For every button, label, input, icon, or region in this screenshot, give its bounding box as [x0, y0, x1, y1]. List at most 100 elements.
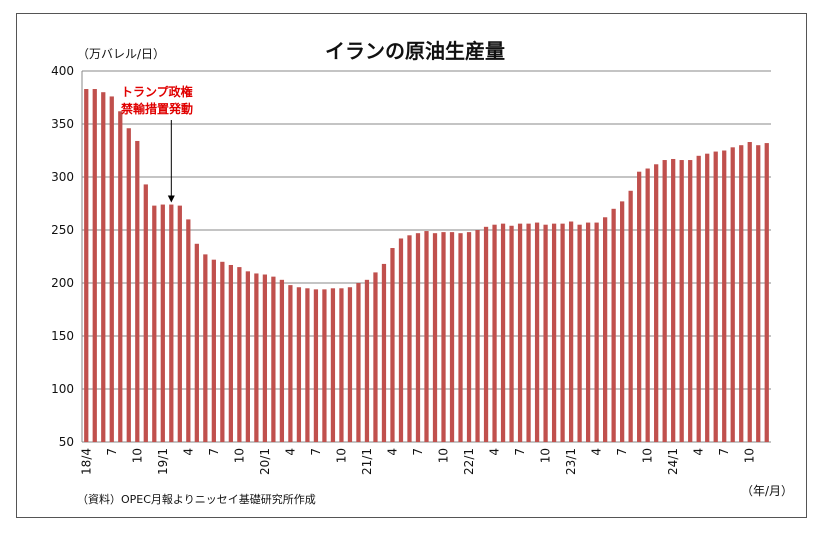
x-tick-label: 7	[411, 448, 425, 456]
bar	[279, 279, 285, 442]
x-tick-label: 4	[488, 448, 502, 456]
x-tick-label: 24/1	[666, 448, 680, 475]
bar	[109, 96, 114, 442]
x-tick-label: 10	[334, 448, 348, 463]
bar	[645, 168, 650, 442]
bar	[475, 230, 480, 442]
bar	[160, 204, 165, 442]
bar	[449, 232, 455, 442]
bar	[373, 272, 378, 442]
chart-title: イランの原油生産量	[325, 39, 505, 63]
bar	[288, 285, 293, 442]
bar	[568, 221, 574, 442]
bar	[543, 224, 548, 442]
x-tick-label: 23/1	[564, 448, 578, 475]
bar	[339, 288, 344, 442]
bar	[679, 160, 684, 443]
bar	[696, 155, 701, 443]
bar	[407, 235, 412, 442]
x-tick-label: 7	[309, 448, 323, 456]
bar	[390, 248, 395, 442]
bar	[585, 222, 591, 442]
bar	[186, 219, 191, 442]
bar	[126, 128, 131, 442]
y-tick-label: 300	[51, 170, 74, 184]
x-tick-label: 4	[181, 448, 195, 456]
x-tick-label: 4	[385, 448, 399, 456]
x-tick-label: 22/1	[462, 448, 476, 475]
x-tick-label: 7	[615, 448, 629, 456]
y-tick-label: 50	[59, 435, 74, 449]
bar	[611, 208, 616, 442]
bar	[730, 147, 735, 442]
y-tick-label: 100	[51, 382, 74, 396]
x-tick-label: 10	[130, 448, 144, 463]
bar	[305, 288, 310, 442]
bar	[739, 145, 744, 442]
bar	[322, 289, 327, 442]
bar	[211, 259, 216, 442]
bar	[560, 223, 565, 442]
y-tick-label: 150	[51, 329, 74, 343]
bar	[347, 287, 353, 442]
bar	[169, 204, 174, 442]
bar	[594, 222, 599, 442]
bar	[84, 89, 89, 443]
bar	[534, 222, 540, 442]
bar	[492, 224, 497, 442]
bar	[415, 233, 421, 442]
x-tick-label: 10	[641, 448, 655, 463]
bar	[101, 92, 106, 442]
bar	[228, 264, 233, 442]
x-tick-label: 10	[437, 448, 451, 463]
bar-series	[84, 89, 769, 443]
x-tick-label: 4	[590, 448, 604, 456]
bar	[662, 160, 667, 443]
bar	[441, 232, 446, 442]
x-tick-label: 4	[692, 448, 706, 456]
bar	[203, 254, 208, 442]
bar	[152, 205, 157, 442]
chart-canvas: イランの原油生産量 （万バレル/日） 50 100 150 200 250 300 350 4…	[51, 39, 793, 506]
annotation-line-2: 禁輸措置発動	[121, 101, 193, 116]
annotation: トランプ政権 禁輸措置発動	[121, 84, 193, 203]
bar	[118, 111, 123, 442]
x-tick-label: 21/1	[360, 448, 374, 475]
bar	[424, 231, 429, 442]
bar	[364, 279, 370, 442]
bar	[722, 150, 727, 442]
bar	[177, 205, 182, 442]
bar	[135, 140, 140, 442]
bar	[688, 160, 693, 443]
x-tick-label: 20/1	[258, 448, 272, 475]
bar	[713, 151, 718, 442]
bar	[603, 217, 608, 442]
bar	[398, 238, 404, 442]
bar	[517, 223, 523, 442]
bar	[654, 164, 659, 442]
y-tick-label: 400	[51, 64, 74, 78]
bar	[262, 274, 268, 442]
bar	[466, 232, 472, 442]
bar	[500, 223, 506, 442]
bar	[620, 201, 625, 442]
bar	[330, 288, 336, 442]
y-axis-unit-label: （万バレル/日）	[77, 47, 165, 61]
bar	[458, 233, 463, 442]
x-tick-label: 10	[743, 448, 757, 463]
bar	[671, 158, 676, 443]
bar	[356, 283, 361, 442]
bar	[245, 271, 250, 442]
y-tick-label: 200	[51, 276, 74, 290]
annotation-arrowhead	[167, 195, 175, 203]
bar	[747, 142, 752, 442]
y-tick-label: 250	[51, 223, 74, 237]
bar	[628, 190, 633, 442]
bar	[143, 184, 148, 443]
bar	[756, 145, 761, 442]
bar	[296, 287, 302, 442]
bar	[220, 261, 225, 442]
bar	[705, 153, 710, 442]
bar	[381, 263, 387, 442]
annotation-line-1: トランプ政権	[121, 84, 193, 99]
